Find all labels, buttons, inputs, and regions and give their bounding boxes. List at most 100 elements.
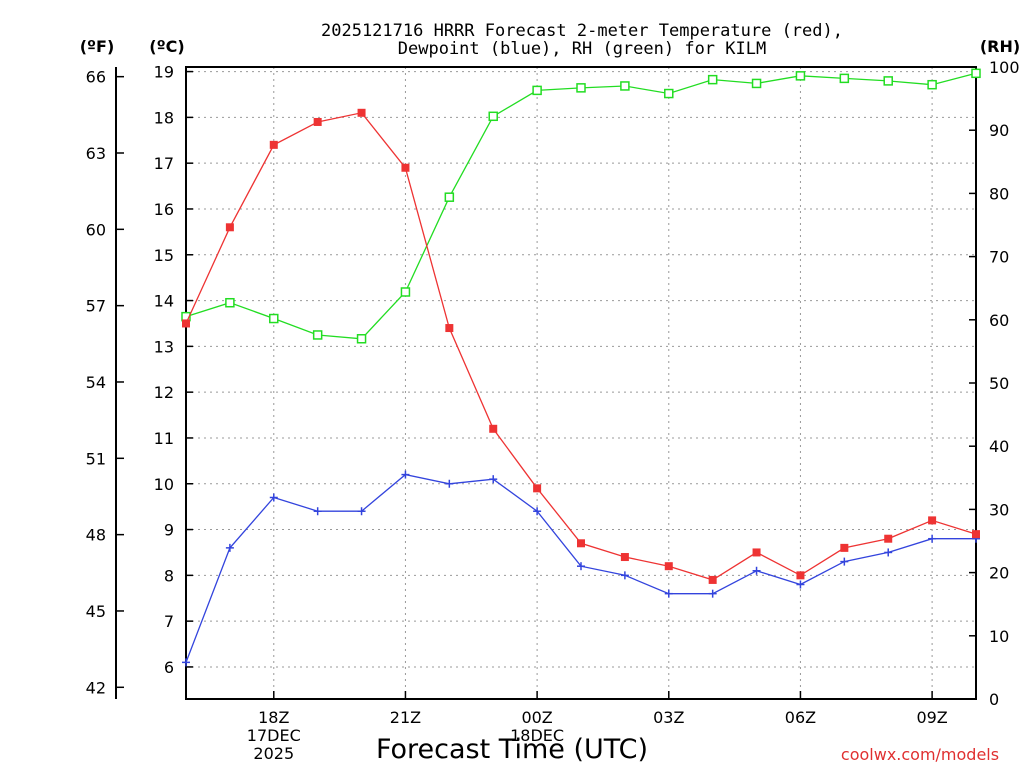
time-tick-label: 21Z (390, 708, 421, 727)
rh-point (356, 334, 367, 344)
celsius-axis: 6 7 8 9 10 11 12 13 14 15 16 17 18 19 (154, 63, 193, 677)
dewpoint-point (445, 479, 454, 488)
rh-tick-label: 100 (989, 58, 1020, 77)
dewpoint-point (489, 475, 498, 484)
plot-frame (185, 66, 977, 700)
celsius-tick-label: 15 (154, 246, 174, 265)
fahrenheit-tick-label: 51 (86, 449, 106, 468)
celsius-tick-label: 11 (154, 429, 174, 448)
watermark: coolwx.com/models (841, 745, 999, 764)
time-tick-label: 00Z (521, 708, 552, 727)
celsius-tick-label: 10 (154, 475, 174, 494)
fahrenheit-axis: 42 45 48 51 54 57 60 63 66 (86, 68, 124, 697)
rh-tick-label: 40 (989, 437, 1009, 456)
temperature-point (401, 163, 410, 172)
rh-point (576, 83, 586, 93)
fahrenheit-unit-label: (ºF) (80, 37, 115, 56)
temperature-point (182, 319, 190, 328)
rh-point (532, 85, 542, 96)
dewpoint-point (269, 493, 278, 502)
fahrenheit-tick-label: 54 (86, 373, 106, 392)
celsius-tick-label: 17 (154, 154, 174, 173)
rh-point (444, 192, 455, 202)
rh-tick-label: 30 (989, 500, 1009, 519)
temperature-point (533, 484, 542, 493)
fahrenheit-tick-label: 66 (86, 68, 106, 87)
rh-tick-label: 10 (989, 627, 1009, 646)
temperature-point (445, 324, 454, 333)
rh-unit-label: (RH) (980, 37, 1020, 56)
temperature-point (225, 223, 234, 232)
time-tick-label: 03Z (653, 708, 684, 727)
rh-axis: 0 10 20 30 40 50 60 70 80 90 100 (969, 58, 1020, 709)
temperature-point (489, 424, 498, 433)
rh-tick-label: 0 (989, 690, 999, 709)
time-tick-date: 18DEC (510, 726, 564, 745)
rh-point (707, 74, 718, 85)
fahrenheit-tick-label: 48 (86, 526, 106, 545)
rh-point (400, 287, 411, 297)
dewpoint-point (357, 507, 366, 516)
time-tick-label: 06Z (785, 708, 816, 727)
celsius-tick-label: 16 (154, 200, 174, 219)
rh-tick-label: 50 (989, 374, 1009, 393)
dewpoint-point (313, 507, 322, 516)
temperature-point (972, 530, 980, 539)
rh-point (839, 73, 850, 84)
dewpoint-point (708, 589, 717, 598)
fahrenheit-tick-label: 63 (86, 144, 106, 163)
dewpoint-point (577, 562, 585, 571)
rh-tick-label: 70 (989, 248, 1009, 267)
rh-point (620, 81, 630, 91)
rh-point (225, 297, 235, 308)
chart-title: 2025121716 HRRR Forecast 2-meter Tempera… (321, 21, 843, 41)
rh-tick-label: 90 (989, 121, 1009, 140)
temperature-point (884, 534, 893, 543)
series-layer (181, 68, 981, 667)
temperature-series (182, 108, 980, 584)
rh-point (927, 79, 937, 90)
temperature-point (664, 562, 673, 571)
time-tick-date: 17DEC (247, 726, 301, 745)
rh-point (795, 71, 806, 81)
rh-point (269, 313, 279, 324)
dewpoint-point (664, 589, 673, 598)
celsius-tick-label: 12 (154, 383, 174, 402)
fahrenheit-tick-label: 60 (86, 220, 106, 239)
rh-point (751, 78, 762, 89)
temperature-point (269, 140, 278, 149)
rh-tick-label: 60 (989, 311, 1009, 330)
rh-point (971, 68, 981, 79)
fahrenheit-tick-label: 45 (86, 602, 106, 621)
rh-point (312, 330, 323, 340)
rh-point (664, 88, 674, 99)
dewpoint-point (884, 548, 893, 557)
temperature-point (357, 108, 366, 117)
dewpoint-series (182, 470, 980, 667)
x-axis-label: Forecast Time (UTC) (376, 734, 648, 765)
dewpoint-point (620, 571, 629, 580)
dewpoint-point (182, 658, 190, 667)
dewpoint-point (796, 580, 805, 589)
rh-line (185, 72, 977, 340)
fahrenheit-tick-label: 42 (86, 678, 106, 697)
grid-lines (186, 67, 976, 699)
dewpoint-point (401, 470, 410, 479)
time-tick-label: 18Z (258, 708, 289, 727)
time-tick-year: 2025 (253, 744, 294, 763)
celsius-tick-label: 13 (154, 337, 174, 356)
celsius-tick-label: 9 (164, 521, 174, 540)
dewpoint-point (840, 557, 849, 566)
rh-tick-label: 80 (989, 184, 1009, 203)
chart-subtitle: Dewpoint (blue), RH (green) for KILM (398, 39, 766, 59)
temperature-point (752, 548, 761, 557)
dewpoint-point (533, 507, 542, 516)
dewpoint-point (752, 566, 761, 575)
celsius-tick-label: 19 (154, 63, 174, 82)
rh-series (181, 68, 981, 344)
temperature-line (185, 112, 977, 581)
rh-point (883, 76, 893, 86)
temperature-point (840, 543, 849, 552)
temperature-point (620, 553, 629, 562)
